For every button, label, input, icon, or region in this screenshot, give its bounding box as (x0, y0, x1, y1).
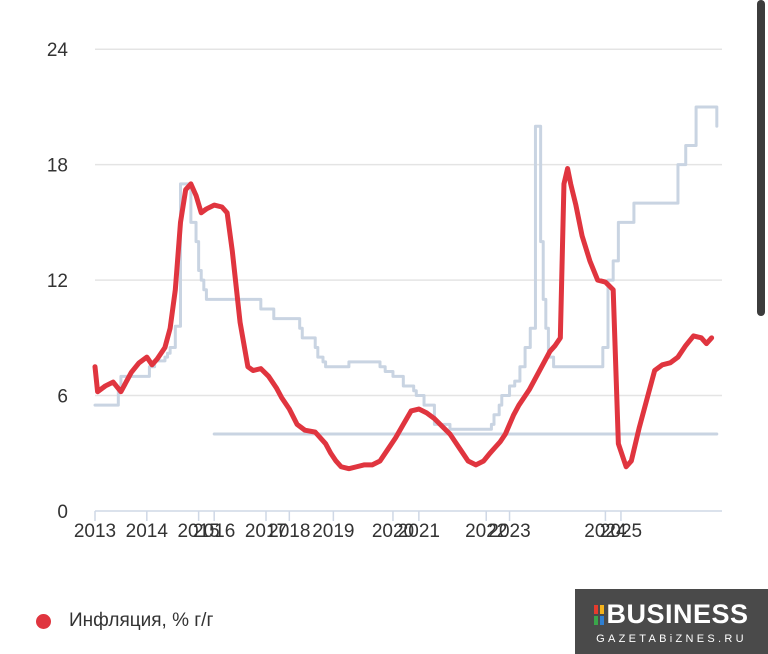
x-tick-label: 2025 (600, 521, 642, 542)
x-tick-label: 2018 (268, 521, 310, 542)
logo-subtitle: GAZETABiZNES.RU (596, 633, 747, 645)
inflation-line (92, 166, 715, 472)
logo-title: BUSINESS (575, 601, 768, 628)
x-tick-label: 2020 (372, 521, 414, 542)
y-tick-labels: 0 6 12 18 24 (47, 40, 69, 523)
y-tick-label: 12 (47, 271, 68, 292)
x-tick-label: 2016 (193, 521, 235, 542)
x-tick-label: 2022 (465, 521, 507, 542)
logo-main-text: BUSINESS (606, 599, 749, 629)
x-tick-label: 2014 (126, 521, 169, 542)
x-tick-label: 2017 (245, 521, 287, 542)
y-tick-label: 18 (47, 156, 68, 177)
x-tick-label: 2023 (488, 521, 530, 542)
y-tick-label: 0 (57, 502, 68, 523)
y-tick-label: 24 (47, 40, 69, 61)
scrollbar[interactable] (757, 0, 765, 316)
series-lines (92, 105, 719, 472)
y-tick-label: 6 (57, 387, 68, 408)
x-tick-label: 2013 (74, 521, 116, 542)
reference-line-1 (93, 105, 719, 431)
legend: Инфляция, % г/г (36, 610, 213, 632)
business-gazeta-logo: BUSINESS GAZETABiZNES.RU (575, 589, 768, 654)
legend-label: Инфляция, % г/г (69, 610, 214, 631)
logo-mark-icon (594, 604, 605, 625)
legend-marker (36, 613, 51, 629)
x-tick-label: 2015 (177, 521, 219, 542)
x-tick-label: 2021 (398, 521, 440, 542)
x-tick-label: 2019 (312, 521, 354, 542)
x-tick-label: 2024 (584, 521, 627, 542)
